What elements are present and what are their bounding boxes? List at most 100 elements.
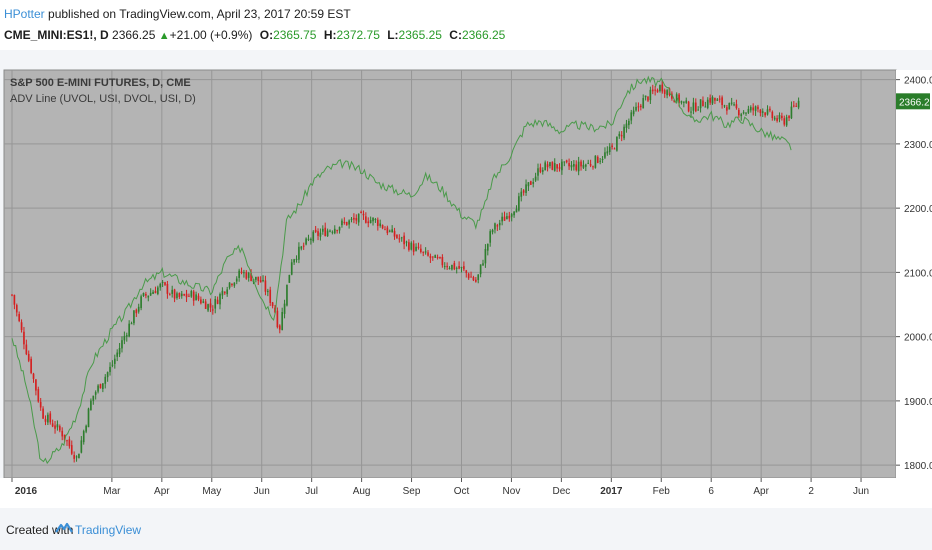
candle-body	[718, 98, 721, 100]
x-tick-label: Feb	[653, 486, 671, 497]
candle-body	[773, 117, 776, 120]
candle-body	[185, 293, 188, 298]
candle-body	[680, 101, 683, 103]
symbol-name: CME_MINI:ES1!, D	[4, 28, 109, 42]
candle-body	[563, 161, 566, 163]
candle-body	[510, 214, 513, 217]
y-tick-label: 2100.00	[904, 268, 932, 279]
candle-body	[446, 265, 448, 268]
candle-body	[240, 271, 243, 273]
candle-body	[85, 425, 87, 432]
candle-body	[216, 299, 219, 304]
tradingview-logo-icon[interactable]	[55, 521, 73, 535]
symbol-info: CME_MINI:ES1!, D 2366.25 ▲+21.00 (+0.9%)…	[4, 28, 505, 42]
candle-body	[431, 256, 434, 258]
x-tick-label: 6	[708, 486, 714, 497]
candle-body	[341, 220, 343, 226]
candle-body	[209, 303, 212, 308]
candle-body	[374, 219, 377, 221]
candle-body	[403, 235, 405, 245]
candle-body	[728, 102, 731, 110]
low-label: L:	[387, 28, 399, 42]
candle-body	[764, 112, 766, 116]
candle-body	[295, 258, 298, 260]
candle-body	[749, 107, 752, 111]
candle-body	[620, 135, 623, 137]
candle-body	[321, 228, 324, 232]
candle-body	[625, 123, 628, 128]
candle-body	[706, 99, 709, 108]
candle-body	[128, 323, 130, 337]
candle-body	[113, 358, 116, 364]
candle-body	[125, 335, 128, 337]
candle-body	[192, 291, 195, 301]
candle-body	[735, 104, 738, 109]
candle-body	[400, 237, 403, 239]
candle-body	[204, 301, 207, 309]
candle-body	[568, 163, 570, 167]
candle-body	[58, 426, 61, 431]
candle-body	[781, 115, 783, 119]
candle-body	[310, 239, 312, 241]
candle-body	[771, 111, 774, 119]
candle-body	[78, 453, 80, 459]
candle-body	[582, 164, 585, 168]
candle-body	[286, 284, 288, 306]
candle-body	[365, 216, 367, 223]
candle-body	[245, 272, 248, 279]
candle-body	[255, 276, 257, 280]
candle-body	[561, 161, 563, 171]
candle-body	[207, 304, 209, 311]
candle-body	[460, 267, 463, 269]
candle-body	[300, 246, 303, 249]
author-link[interactable]: HPotter	[4, 7, 45, 21]
candle-body	[30, 358, 32, 373]
x-tick-label: Mar	[103, 486, 121, 497]
candle-body	[491, 229, 494, 233]
candle-body	[133, 310, 135, 324]
candle-body	[396, 234, 398, 239]
candle-body	[109, 366, 111, 373]
candle-body	[436, 256, 439, 259]
candle-body	[721, 97, 723, 106]
tradingview-brand[interactable]: TradingView	[75, 523, 142, 537]
chart-area[interactable]: 1800.00 1900.00 2000.00 2100.00 2200.00 2300.…	[0, 50, 932, 508]
publish-text: published on TradingView.com, April 23, …	[48, 7, 351, 21]
candle-body	[104, 376, 107, 384]
candle-body	[754, 106, 757, 111]
candle-body	[592, 166, 594, 168]
candle-body	[54, 425, 56, 429]
candle-body	[372, 217, 374, 222]
x-tick-label: 2	[808, 486, 814, 497]
candle-body	[494, 223, 496, 230]
up-arrow-icon: ▲	[158, 30, 170, 42]
candle-body	[142, 292, 145, 297]
candle-body	[149, 292, 152, 296]
candle-body	[94, 392, 97, 395]
candle-body	[44, 418, 47, 422]
candle-body	[202, 301, 205, 303]
candle-body	[223, 291, 226, 294]
candle-body	[338, 226, 341, 231]
candle-body	[690, 111, 692, 113]
candle-body	[157, 287, 159, 295]
candle-body	[288, 274, 291, 283]
y-tick-label: 2000.00	[904, 333, 932, 344]
candle-body	[792, 105, 795, 107]
candle-body	[515, 208, 518, 213]
candle-body	[761, 111, 764, 113]
price-chart[interactable]: 1800.00 1900.00 2000.00 2100.00 2200.00 2300.…	[0, 50, 932, 508]
candle-body	[367, 221, 370, 224]
candle-body	[164, 282, 166, 285]
candle-body	[623, 126, 625, 139]
candle-body	[453, 263, 456, 270]
candle-body	[769, 108, 771, 111]
candle-body	[759, 109, 762, 113]
candle-body	[293, 259, 295, 263]
candle-body	[795, 105, 798, 107]
candle-body	[166, 284, 169, 294]
candle-body	[405, 241, 408, 243]
candle-body	[529, 181, 532, 185]
candle-body	[266, 290, 269, 293]
y-tick-label: 1800.00	[904, 461, 932, 472]
